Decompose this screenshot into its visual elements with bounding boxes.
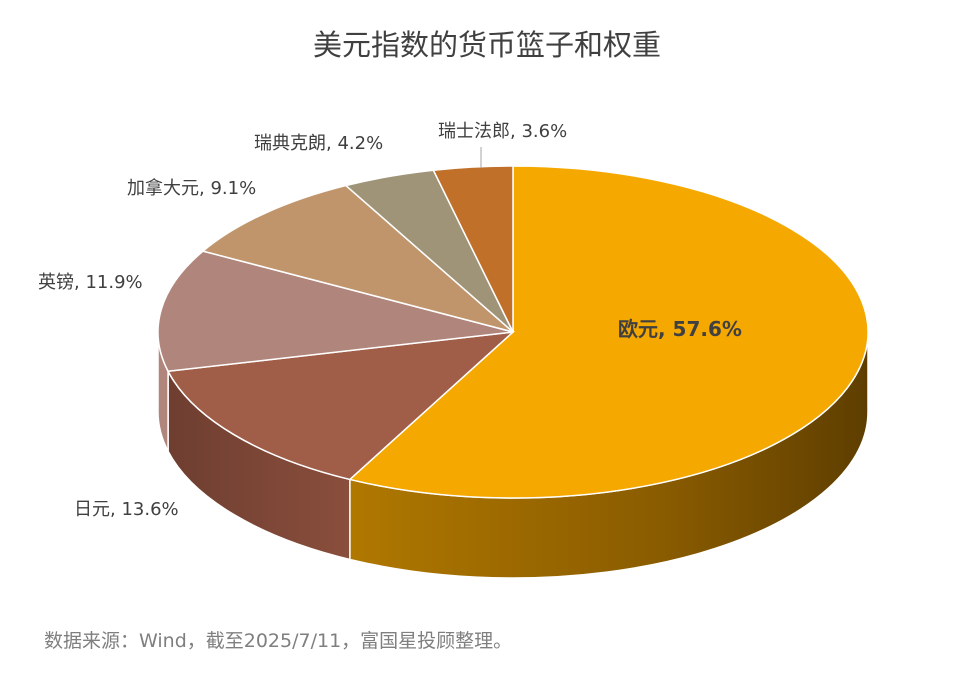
source-note: 数据来源：Wind，截至2025/7/11，富国星投顾整理。 — [44, 630, 513, 652]
pie-label-slice-1: 日元, 13.6% — [74, 499, 179, 520]
pie-slice-slice-3 — [201, 184, 514, 333]
pie-slice-slice-5 — [432, 165, 514, 333]
pie-label-slice-5: 瑞士法郎, 3.6% — [438, 121, 567, 142]
pie-slice-slice-1 — [166, 330, 516, 481]
pie-slice-slice-2 — [157, 250, 514, 373]
pie-label-slice-0: 欧元, 57.6% — [618, 317, 742, 341]
chart-title: 美元指数的货币篮子和权重 — [312, 28, 661, 62]
pie-label-slice-2: 英镑, 11.9% — [38, 272, 143, 293]
pie-label-slice-4: 瑞典克朗, 4.2% — [254, 133, 383, 154]
pie-slice-slice-0 — [348, 165, 869, 499]
pie-label-slice-3: 加拿大元, 9.1% — [127, 177, 256, 199]
